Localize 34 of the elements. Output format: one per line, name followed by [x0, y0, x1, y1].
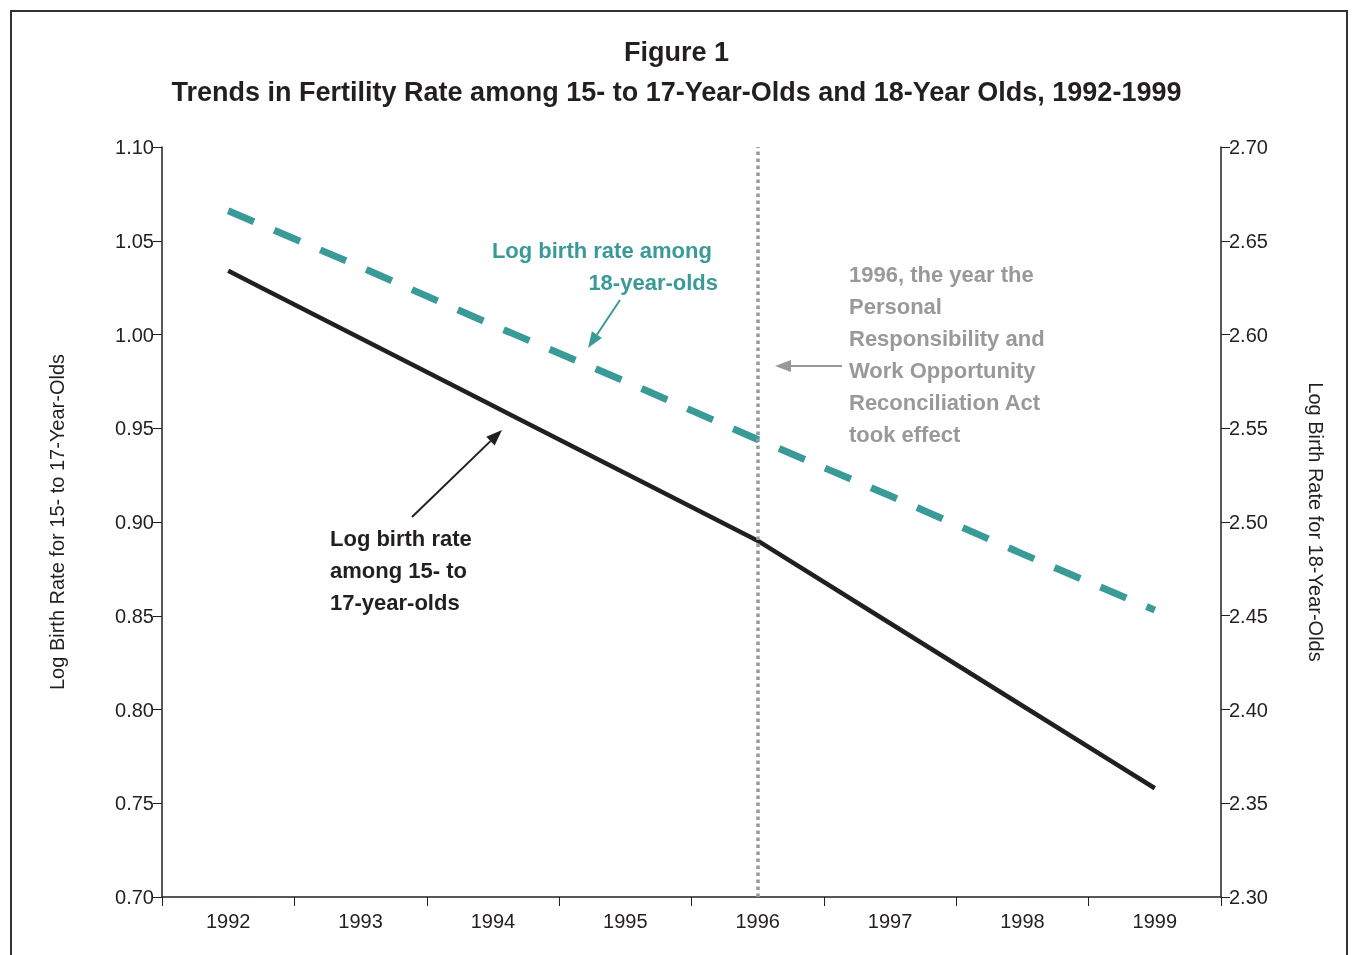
y2-tick-label: 2.70: [1229, 136, 1268, 158]
y2-tick-label: 2.45: [1229, 604, 1268, 627]
y-tick-label: 0.75: [115, 792, 154, 815]
y-tick-label: 0.70: [115, 886, 154, 908]
ref-line-label: 1996, the year the Personal Responsibility and Work Opportunity Reconciliation Act took effect: [849, 261, 1051, 447]
y-axis-title: Log Birth Rate for 15- to 17-Year-Olds: [46, 353, 68, 691]
x-tick-label: 1997: [867, 910, 913, 932]
series-label: Log birth rate among 18-year-olds: [491, 237, 718, 295]
y2-tick-label: 2.50: [1229, 511, 1268, 533]
chart-title: Figure 1: [623, 36, 730, 67]
y-tick-label: 1.10: [115, 136, 154, 158]
y-tick-label: 0.85: [115, 604, 154, 627]
x-tick-label: 1992: [205, 910, 251, 932]
x-tick-label: 1993: [338, 910, 383, 932]
line-series: [225, 268, 1158, 791]
y2-tick-label: 2.60: [1229, 323, 1268, 346]
x-tick-label: 1998: [1000, 910, 1045, 932]
x-tick-label: 1994: [470, 910, 516, 932]
y2-axis-title: Log Birth Rate for 18-Year-Olds: [1305, 382, 1327, 662]
y-tick-label: 0.95: [115, 417, 154, 440]
y2-tick-label: 2.30: [1229, 886, 1268, 908]
y2-tick-label: 2.55: [1229, 417, 1268, 440]
y-tick-label: 0.90: [115, 511, 154, 533]
y2-tick-label: 2.65: [1229, 229, 1268, 252]
x-tick-label: 1995: [603, 910, 648, 932]
x-tick-label: 1999: [1132, 910, 1178, 932]
chart-subtitle: Trends in Fertility Rate among 15- to 17-Year-Olds and 18-Year Olds, 1992-1999: [171, 76, 1182, 107]
y-tick-label: 1.00: [115, 323, 154, 346]
x-tick-label: 1996: [735, 910, 780, 932]
y2-tick-label: 2.35: [1229, 792, 1268, 815]
y-tick-label: 1.05: [115, 229, 154, 252]
y2-tick-label: 2.40: [1229, 698, 1268, 721]
text: Log birth rate among 15- to 17-year-olds: [330, 525, 478, 615]
y-tick-label: 0.80: [115, 698, 154, 721]
